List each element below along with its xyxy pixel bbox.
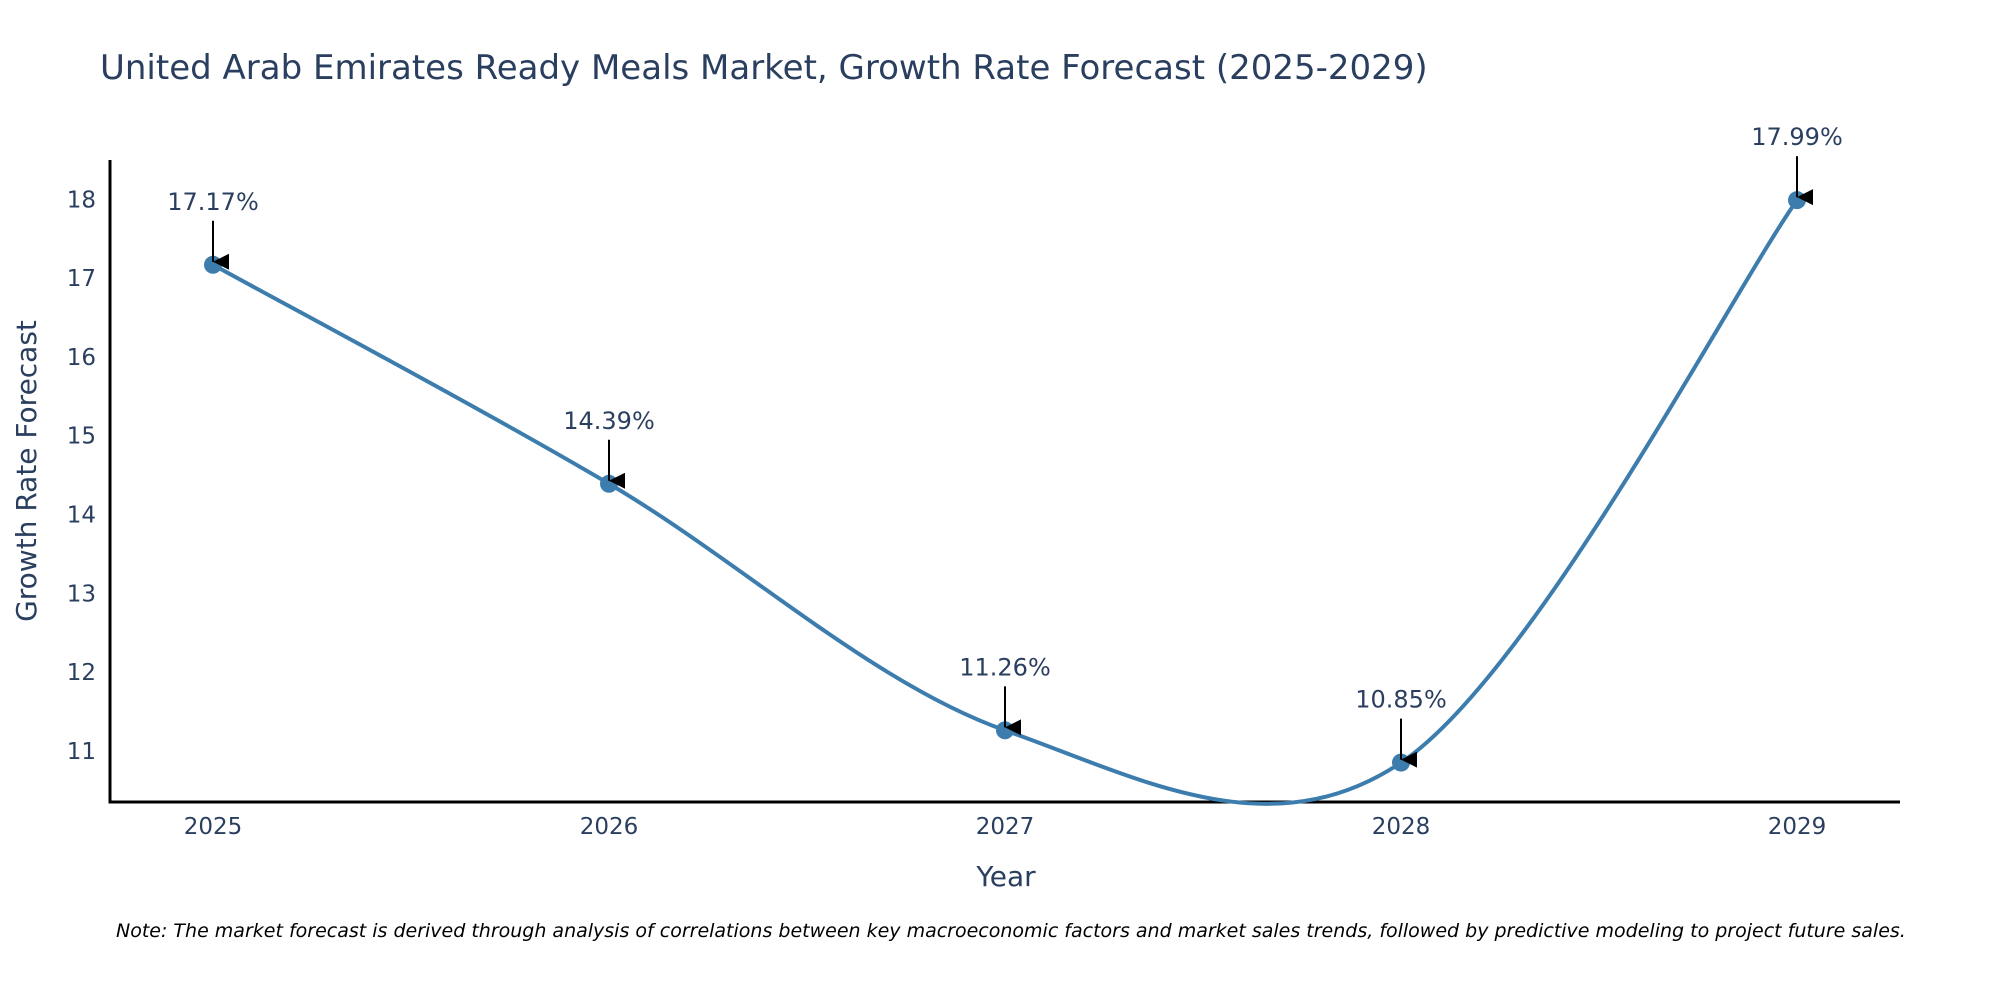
x-tick-label: 2027 xyxy=(976,814,1035,840)
series-line xyxy=(212,199,1799,806)
data-label: 17.99% xyxy=(1751,123,1843,151)
x-tick-label: 2029 xyxy=(1768,814,1827,840)
x-tick-label: 2028 xyxy=(1372,814,1431,840)
x-tick-label: 2026 xyxy=(580,814,639,840)
chart-note: Note: The market forecast is derived thr… xyxy=(116,920,1906,942)
data-label: 14.39% xyxy=(563,407,655,435)
y-tick-label: 16 xyxy=(67,345,96,371)
x-tick-label: 2025 xyxy=(184,814,243,840)
y-tick-label: 13 xyxy=(67,581,96,607)
y-tick-label: 14 xyxy=(67,502,96,528)
y-tick-label: 17 xyxy=(67,266,96,292)
data-label: 17.17% xyxy=(167,188,259,216)
chart-title: United Arab Emirates Ready Meals Market,… xyxy=(100,48,1428,88)
x-axis-title: Year xyxy=(975,860,1036,893)
y-tick-label: 15 xyxy=(67,424,96,450)
y-axis-title: Growth Rate Forecast xyxy=(10,320,43,622)
y-tick-label: 18 xyxy=(67,187,96,213)
y-tick-label: 12 xyxy=(67,660,96,686)
data-label: 10.85% xyxy=(1355,686,1447,714)
data-label: 11.26% xyxy=(959,653,1051,681)
y-tick-label: 11 xyxy=(67,739,96,765)
